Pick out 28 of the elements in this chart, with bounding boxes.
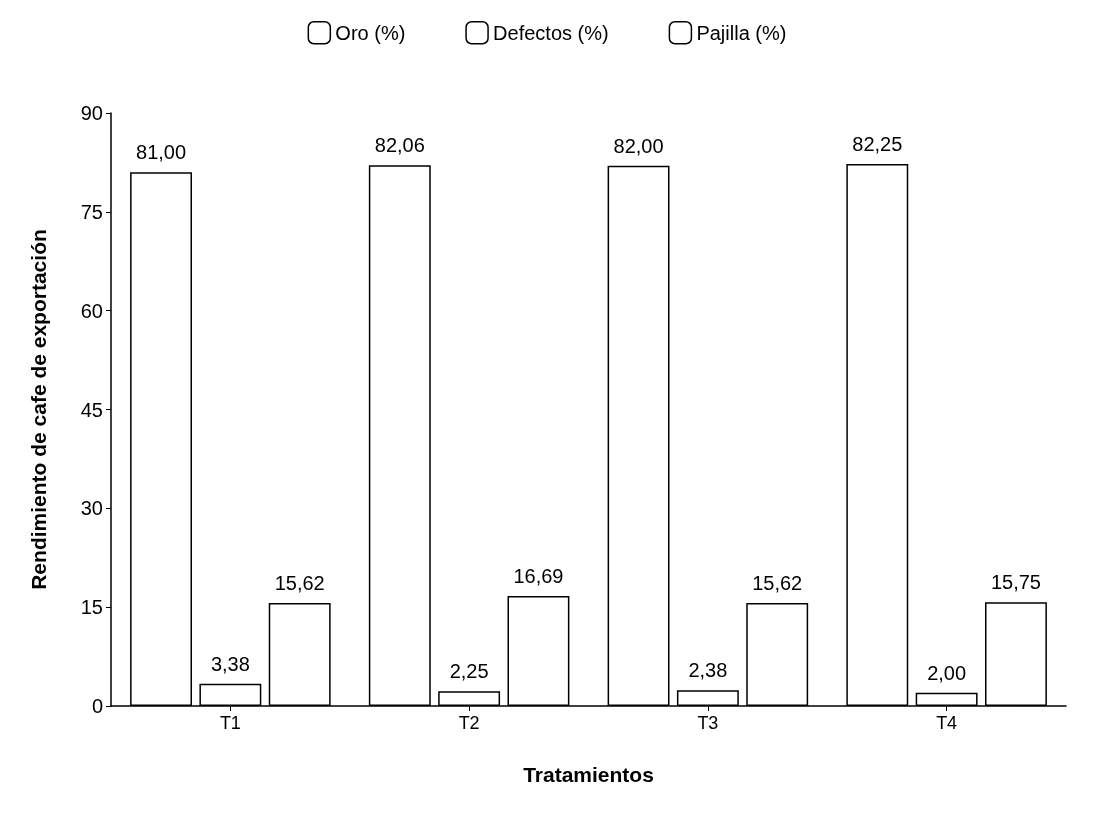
data-label: 2,38: [688, 659, 728, 682]
data-label: 82,06: [374, 134, 425, 157]
x-tick-label: T3: [697, 713, 719, 733]
y-tick-label: 30: [80, 497, 103, 520]
legend-label: Defectos (%): [493, 21, 609, 44]
y-tick-label: 90: [80, 102, 103, 124]
data-label: 15,75: [990, 571, 1041, 594]
data-label: 3,38: [210, 652, 250, 675]
y-tick-label: 45: [80, 398, 103, 421]
y-tick-label: 0: [91, 695, 103, 717]
data-label: 81,00: [136, 141, 187, 164]
x-tick-label: T2: [458, 713, 480, 733]
x-tick-label: T1: [219, 713, 241, 733]
y-tick-label: 75: [80, 200, 103, 223]
x-tick-label: T4: [936, 713, 958, 733]
data-label: 15,62: [274, 572, 325, 595]
data-label: 15,62: [752, 572, 803, 595]
data-label: 16,69: [513, 565, 564, 588]
legend-label: Oro (%): [335, 21, 406, 44]
y-tick-label: 15: [80, 596, 103, 619]
data-label: 2,00: [927, 661, 967, 684]
data-label: 82,00: [613, 134, 664, 157]
x-axis-title: Tratamientos: [523, 763, 654, 786]
y-tick-label: 60: [80, 299, 103, 322]
y-axis-title: Rendimiento de cafe de exportación: [27, 229, 50, 590]
data-label: 82,25: [852, 133, 903, 156]
legend-label: Pajilla (%): [696, 21, 787, 44]
data-label: 2,25: [449, 660, 489, 683]
